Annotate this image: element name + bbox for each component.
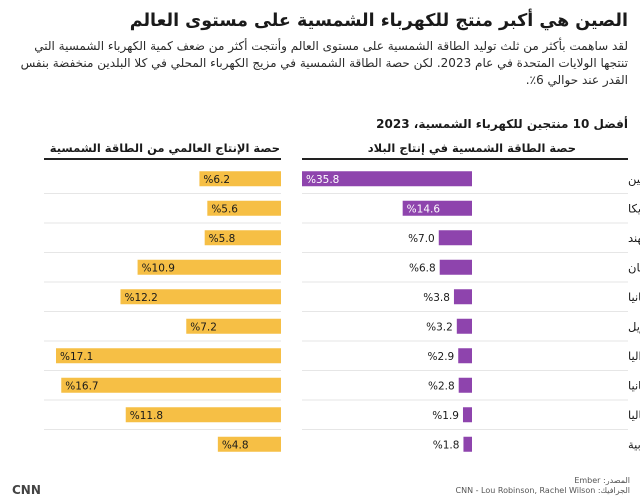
domestic-share-value-label: %5.8: [209, 233, 236, 245]
global-share-value-label: %3.2: [426, 321, 453, 333]
chart-heading: أفضل 10 منتجين للكهرباء الشمسية، 2023: [376, 117, 628, 131]
global-share-value-label: %1.9: [432, 410, 459, 422]
global-share-bar: [439, 259, 472, 275]
country-label: أستراليا: [628, 348, 640, 364]
header-rule-global: [302, 158, 628, 160]
domestic-share-value-label: %10.9: [142, 262, 175, 274]
global-share-value-label: %7.0: [408, 233, 435, 245]
country-label: ألمانيا: [628, 289, 640, 304]
global-share-bar: [438, 230, 472, 246]
country-label: الصين: [628, 172, 640, 187]
page-title: الصين هي أكبر منتج للكهرباء الشمسية على …: [129, 11, 628, 31]
domestic-share-value-label: %11.8: [130, 410, 163, 422]
country-label: أمريكا: [628, 200, 640, 216]
global-share-bar: [456, 318, 472, 334]
source-line: المصدر: Ember: [574, 476, 630, 485]
domestic-share-bar: [120, 289, 281, 305]
domestic-share-column-header: حصة الطاقة الشمسية في إنتاج البلاد: [367, 141, 576, 155]
global-share-value-label: %35.8: [306, 174, 339, 186]
global-share-value-label: %6.8: [409, 262, 436, 274]
country-label: اليابان: [628, 260, 640, 274]
country-label: كوريا الجنوبية: [628, 437, 640, 452]
domestic-share-bar: [125, 407, 281, 423]
graphics-credit-line: الجرافيك: CNN - Lou Robinson, Rachel Wil…: [455, 486, 630, 495]
domestic-share-value-label: %6.2: [203, 174, 230, 186]
source-credit: المصدر: Ember الجرافيك: CNN - Lou Robins…: [456, 476, 630, 496]
domestic-share-value-label: %12.2: [124, 292, 157, 304]
domestic-share-bar: [186, 318, 281, 334]
country-label: إيطاليا: [628, 408, 640, 422]
global-share-bar: [462, 407, 472, 423]
domestic-share-bar: [204, 230, 281, 246]
global-share-bar: [458, 348, 472, 364]
country-label: إسبانيا: [628, 378, 640, 392]
global-share-bar: [402, 200, 472, 216]
country-label: البرازيل: [628, 319, 640, 334]
global-share-value-label: %1.8: [433, 439, 460, 451]
cnn-logo: CNN: [12, 483, 41, 497]
global-share-bar: [453, 289, 472, 305]
global-share-bar: [458, 377, 472, 393]
global-share-column-header: حصة الإنتاج العالمي من الطاقة الشمسية: [49, 141, 280, 155]
domestic-share-bar: [207, 200, 281, 216]
domestic-share-bar: [217, 436, 281, 452]
header-rule-domestic: [44, 158, 281, 160]
page-subtitle: لقد ساهمت بأكثر من ثلث توليد الطاقة الشم…: [20, 39, 628, 87]
global-share-value-label: %14.6: [407, 203, 441, 215]
domestic-share-bar: [61, 377, 282, 393]
global-share-value-label: %2.9: [428, 351, 455, 363]
global-share-value-label: %2.8: [428, 380, 455, 392]
domestic-share-value-label: %4.8: [222, 439, 249, 451]
domestic-share-bar: [56, 348, 281, 364]
country-label: الهند: [628, 231, 640, 245]
domestic-share-value-label: %16.7: [65, 380, 98, 392]
global-share-bar: [463, 436, 472, 452]
global-share-bar: [302, 171, 472, 187]
domestic-share-value-label: %5.6: [211, 203, 238, 215]
footer: المصدر: Ember الجرافيك: CNN - Lou Robins…: [0, 475, 640, 499]
domestic-share-bar: [137, 259, 281, 275]
domestic-share-value-label: %17.1: [60, 351, 93, 363]
global-share-value-label: %3.8: [423, 292, 450, 304]
domestic-share-bar: [199, 171, 281, 187]
domestic-share-value-label: %7.2: [190, 321, 217, 333]
